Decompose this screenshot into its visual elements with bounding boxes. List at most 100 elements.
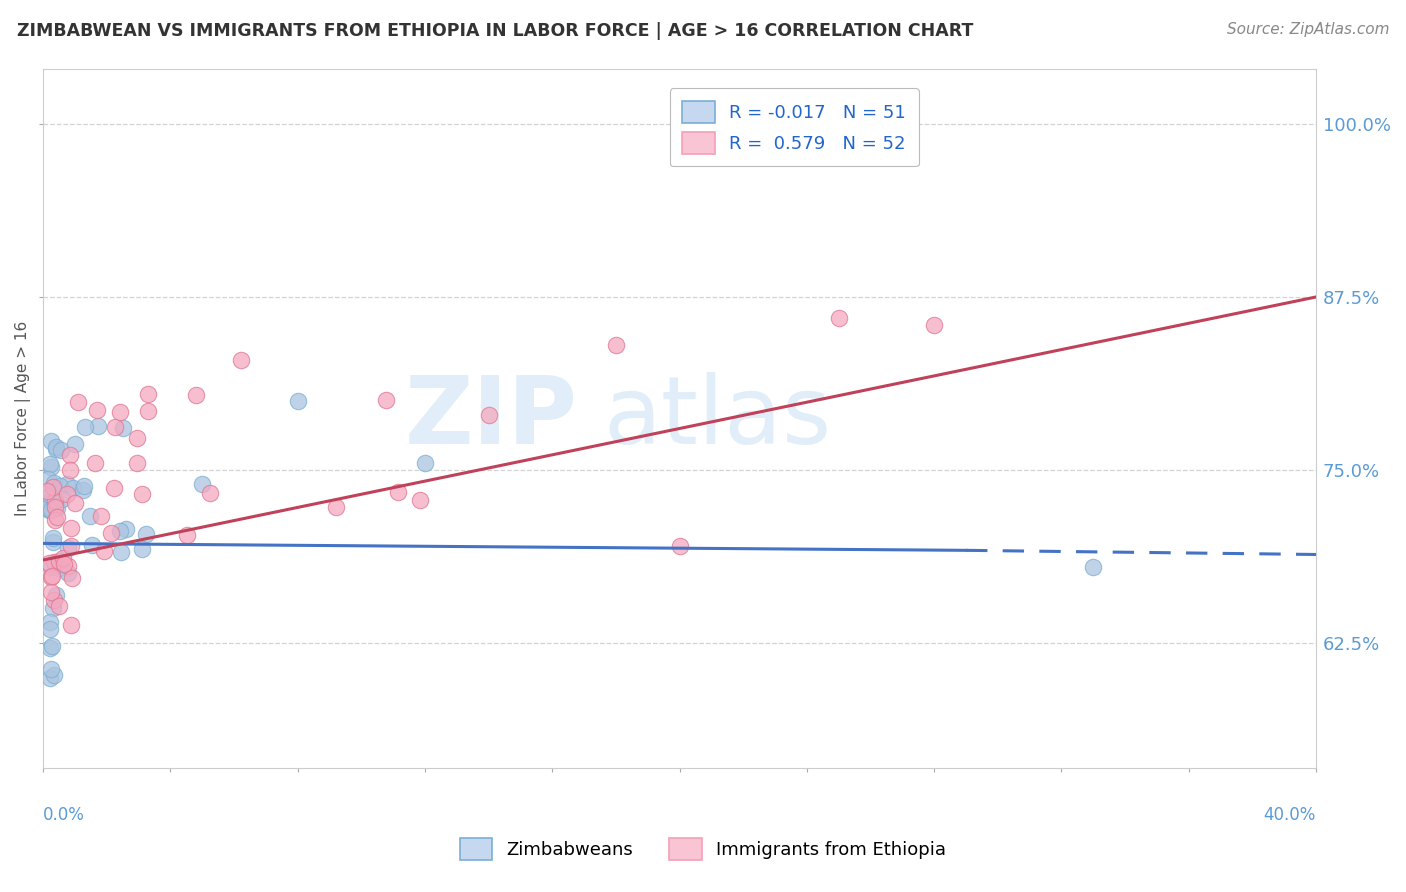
Point	[56, 487, 79, 501]
Point	[184, 388, 207, 402]
Point	[478, 408, 501, 422]
Text: 40.0%: 40.0%	[1264, 806, 1316, 824]
Point	[60, 521, 83, 535]
Point	[38, 458, 60, 472]
Point	[52, 551, 75, 566]
Point	[38, 640, 60, 655]
Point	[75, 420, 97, 434]
Point	[39, 460, 62, 475]
Point	[59, 463, 82, 477]
Point	[176, 528, 198, 542]
Point	[100, 525, 122, 540]
Point	[48, 561, 70, 575]
Point	[82, 538, 104, 552]
Point	[42, 475, 65, 490]
Point	[93, 544, 115, 558]
Point	[58, 558, 80, 573]
Text: Source: ZipAtlas.com: Source: ZipAtlas.com	[1226, 22, 1389, 37]
Text: atlas: atlas	[603, 372, 831, 464]
Point	[73, 479, 96, 493]
Point	[44, 593, 66, 607]
Y-axis label: In Labor Force | Age > 16: In Labor Force | Age > 16	[15, 320, 31, 516]
Point	[287, 393, 309, 408]
Point	[90, 509, 112, 524]
Point	[922, 318, 945, 332]
Point	[668, 539, 690, 553]
Point	[37, 472, 59, 486]
Point	[56, 566, 79, 581]
Point	[39, 585, 62, 599]
Point	[51, 491, 73, 506]
Point	[48, 554, 70, 568]
Point	[138, 404, 160, 418]
Text: ZIP: ZIP	[405, 372, 578, 464]
Point	[39, 662, 62, 676]
Point	[39, 502, 62, 516]
Point	[387, 484, 409, 499]
Point	[605, 338, 627, 352]
Point	[41, 535, 63, 549]
Point	[60, 539, 83, 553]
Point	[229, 353, 252, 368]
Point	[191, 476, 214, 491]
Point	[111, 421, 134, 435]
Point	[39, 570, 62, 584]
Point	[60, 571, 83, 585]
Legend: R = -0.017   N = 51, R =  0.579   N = 52: R = -0.017 N = 51, R = 0.579 N = 52	[669, 88, 918, 167]
Point	[115, 522, 138, 536]
Point	[45, 588, 67, 602]
Point	[45, 440, 67, 454]
Point	[42, 480, 65, 494]
Point	[42, 668, 65, 682]
Point	[38, 615, 60, 630]
Point	[1083, 560, 1105, 574]
Point	[135, 526, 157, 541]
Point	[42, 555, 65, 569]
Point	[103, 419, 125, 434]
Point	[110, 545, 132, 559]
Point	[38, 501, 60, 516]
Point	[41, 639, 63, 653]
Point	[413, 456, 436, 470]
Point	[103, 481, 125, 495]
Point	[38, 487, 60, 501]
Point	[46, 501, 69, 516]
Point	[108, 405, 131, 419]
Point	[409, 492, 432, 507]
Point	[110, 524, 132, 538]
Text: 0.0%: 0.0%	[44, 806, 84, 824]
Point	[131, 487, 153, 501]
Point	[86, 419, 108, 434]
Point	[44, 513, 66, 527]
Point	[48, 599, 70, 614]
Point	[66, 395, 89, 409]
Point	[38, 502, 60, 516]
Point	[39, 434, 62, 449]
Point	[41, 601, 63, 615]
Point	[84, 456, 107, 470]
Point	[65, 495, 87, 509]
Point	[62, 482, 84, 496]
Point	[39, 671, 62, 685]
Point	[49, 479, 72, 493]
Point	[136, 387, 159, 401]
Point	[44, 494, 66, 508]
Point	[44, 500, 66, 515]
Point	[63, 436, 86, 450]
Point	[41, 559, 63, 574]
Point	[86, 402, 108, 417]
Point	[46, 509, 69, 524]
Point	[35, 500, 58, 515]
Text: ZIMBABWEAN VS IMMIGRANTS FROM ETHIOPIA IN LABOR FORCE | AGE > 16 CORRELATION CHA: ZIMBABWEAN VS IMMIGRANTS FROM ETHIOPIA I…	[17, 22, 973, 40]
Point	[56, 541, 79, 556]
Point	[41, 569, 63, 583]
Point	[58, 448, 80, 462]
Point	[42, 531, 65, 545]
Point	[51, 442, 73, 457]
Point	[53, 557, 76, 571]
Point	[35, 496, 58, 510]
Point	[45, 442, 67, 456]
Point	[325, 500, 347, 514]
Point	[127, 431, 149, 445]
Point	[72, 483, 94, 497]
